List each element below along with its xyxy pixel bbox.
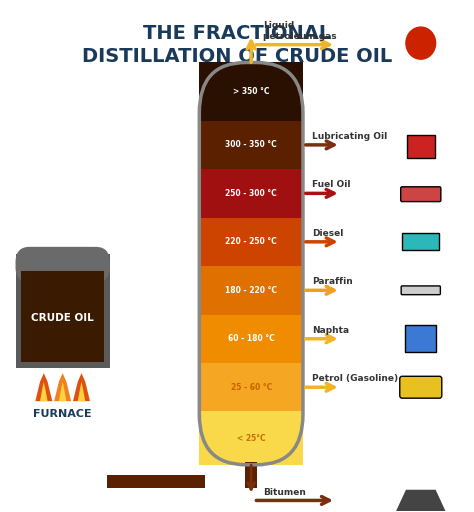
FancyBboxPatch shape — [199, 121, 303, 169]
Text: 300 - 350 °C: 300 - 350 °C — [225, 140, 277, 150]
FancyBboxPatch shape — [16, 247, 110, 283]
Polygon shape — [73, 373, 90, 401]
FancyBboxPatch shape — [405, 325, 437, 352]
FancyBboxPatch shape — [199, 62, 303, 121]
Text: Fuel Oil: Fuel Oil — [312, 180, 351, 189]
FancyBboxPatch shape — [199, 314, 303, 363]
FancyBboxPatch shape — [199, 169, 303, 218]
Text: CRUDE OIL: CRUDE OIL — [31, 313, 94, 323]
FancyBboxPatch shape — [401, 187, 441, 202]
Text: > 350 °C: > 350 °C — [233, 87, 269, 96]
Text: Lubricating Oil: Lubricating Oil — [312, 132, 388, 141]
Text: Naphta: Naphta — [312, 326, 349, 335]
Polygon shape — [59, 382, 66, 401]
Text: Diesel: Diesel — [312, 229, 344, 238]
FancyBboxPatch shape — [21, 271, 104, 362]
Text: Paraffin: Paraffin — [312, 277, 353, 286]
Text: 250 - 300 °C: 250 - 300 °C — [225, 189, 277, 198]
Text: DISTILLATION OF CRUDE OIL: DISTILLATION OF CRUDE OIL — [82, 47, 392, 66]
Text: FURNACE: FURNACE — [33, 409, 92, 419]
FancyBboxPatch shape — [199, 218, 303, 266]
Text: THE FRACTIONAL: THE FRACTIONAL — [143, 24, 331, 44]
Text: 60 - 180 °C: 60 - 180 °C — [228, 334, 274, 343]
Circle shape — [406, 27, 436, 59]
Text: Liquid
petroleum gas: Liquid petroleum gas — [263, 21, 337, 40]
FancyBboxPatch shape — [199, 363, 303, 412]
Text: 180 - 220 °C: 180 - 220 °C — [225, 286, 277, 295]
FancyBboxPatch shape — [199, 266, 303, 314]
Text: < 25°C: < 25°C — [237, 434, 265, 442]
Text: Bitumen: Bitumen — [263, 488, 306, 497]
FancyBboxPatch shape — [402, 233, 439, 250]
FancyBboxPatch shape — [400, 376, 442, 398]
Polygon shape — [40, 382, 47, 401]
Text: 25 - 60 °C: 25 - 60 °C — [230, 383, 272, 392]
FancyBboxPatch shape — [16, 254, 110, 368]
Polygon shape — [54, 373, 71, 401]
Polygon shape — [396, 490, 446, 511]
FancyBboxPatch shape — [245, 462, 257, 488]
FancyBboxPatch shape — [199, 412, 303, 465]
FancyBboxPatch shape — [108, 475, 205, 488]
Text: Petrol (Gasoline): Petrol (Gasoline) — [312, 374, 399, 383]
Polygon shape — [36, 373, 52, 401]
Text: 220 - 250 °C: 220 - 250 °C — [225, 238, 277, 246]
FancyBboxPatch shape — [401, 286, 440, 295]
Polygon shape — [78, 382, 85, 401]
FancyBboxPatch shape — [407, 135, 435, 158]
